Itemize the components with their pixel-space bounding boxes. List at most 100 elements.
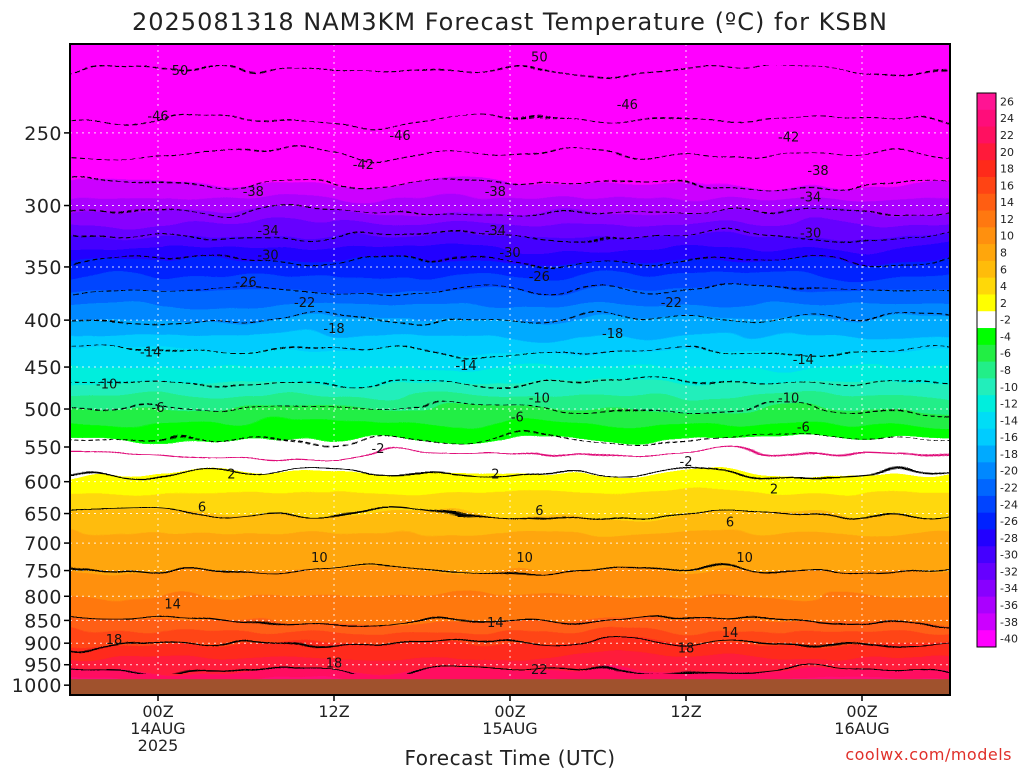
isotherm-label: 6 bbox=[535, 504, 543, 519]
colorbar-label: 10 bbox=[1000, 230, 1014, 243]
colorbar-label: -28 bbox=[1000, 532, 1018, 545]
isotherm-label: -10 bbox=[529, 392, 550, 407]
colorbar-label: -8 bbox=[1000, 364, 1011, 377]
isotherm-label: -18 bbox=[323, 322, 344, 337]
y-tick-label: 950 bbox=[24, 655, 62, 677]
colorbar-label: -12 bbox=[1000, 398, 1018, 411]
colorbar-label: -26 bbox=[1000, 515, 1018, 528]
isotherm--42 bbox=[70, 150, 950, 160]
isotherm-label: -22 bbox=[661, 296, 682, 311]
y-tick-label: 500 bbox=[24, 399, 62, 421]
y-tick-label: 400 bbox=[24, 310, 62, 332]
colorbar-label: 24 bbox=[1000, 112, 1014, 125]
y-tick-label: 800 bbox=[24, 586, 62, 608]
x-tick-label: 00Z bbox=[142, 702, 173, 721]
isotherm-label: 14 bbox=[722, 626, 739, 641]
colorbar-swatch bbox=[977, 160, 996, 178]
colorbar-swatch bbox=[977, 210, 996, 228]
y-tick-label: 1000 bbox=[12, 675, 62, 697]
y-tick-label: 300 bbox=[24, 196, 62, 218]
isotherm-label: -42 bbox=[353, 158, 374, 173]
isotherm-18 bbox=[70, 638, 950, 648]
credit-text: coolwx.com/models bbox=[845, 745, 1012, 764]
isotherm-label: -10 bbox=[778, 392, 799, 407]
colorbar-label: -2 bbox=[1000, 314, 1011, 327]
isotherm-label: 14 bbox=[164, 598, 181, 613]
colorbar-swatch bbox=[977, 143, 996, 161]
isotherm-label: 10 bbox=[516, 551, 533, 566]
colorbar-swatch bbox=[977, 579, 996, 598]
colorbar-swatch bbox=[977, 176, 996, 195]
x-tick-label: 2025 bbox=[138, 736, 179, 755]
colorbar-label: -32 bbox=[1000, 565, 1018, 578]
isotherm-label: -30 bbox=[800, 227, 821, 242]
colorbar-label: -36 bbox=[1000, 599, 1018, 612]
isotherm-6 bbox=[70, 509, 950, 519]
isotherm--26 bbox=[70, 256, 950, 266]
isotherm-label: -6 bbox=[511, 411, 524, 426]
isotherm-label: -14 bbox=[140, 346, 161, 361]
colorbar-swatch bbox=[977, 613, 996, 631]
isotherm-0 bbox=[70, 451, 950, 461]
colorbar-label: 18 bbox=[1000, 163, 1014, 176]
y-tick-label: 850 bbox=[24, 610, 62, 632]
isotherm-label: -46 bbox=[389, 129, 410, 144]
isotherm-label: -46 bbox=[147, 110, 168, 125]
isotherm-label: -38 bbox=[485, 185, 506, 200]
colorbar-swatch bbox=[977, 193, 996, 212]
isotherm-label: -38 bbox=[243, 185, 264, 200]
chart-title: 2025081318 NAM3KM Forecast Temperature (… bbox=[132, 8, 888, 36]
isotherm--2 bbox=[70, 435, 950, 444]
isotherm-label: -26 bbox=[235, 276, 256, 291]
colorbar-swatch bbox=[977, 395, 996, 413]
x-tick-label: 00Z bbox=[846, 702, 877, 721]
x-tick-label: 12Z bbox=[670, 702, 701, 721]
isotherm-label: 2 bbox=[770, 483, 778, 498]
isotherm--14 bbox=[70, 346, 950, 356]
x-axis-label: Forecast Time (UTC) bbox=[404, 746, 615, 768]
colorbar-label: -16 bbox=[1000, 431, 1018, 444]
colorbar-swatch bbox=[977, 428, 996, 447]
colorbar-swatch bbox=[977, 378, 996, 396]
y-tick-label: 900 bbox=[24, 633, 62, 655]
colorbar-swatch bbox=[977, 227, 996, 245]
colorbar-swatch bbox=[977, 495, 996, 514]
colorbar-swatch bbox=[977, 311, 996, 329]
isotherm--18 bbox=[70, 315, 950, 325]
colorbar-swatch bbox=[977, 277, 996, 295]
colorbar-label: -24 bbox=[1000, 498, 1018, 511]
isotherm-label: -2 bbox=[372, 442, 385, 457]
colorbar-label: -18 bbox=[1000, 448, 1018, 461]
colorbar-label: 22 bbox=[1000, 129, 1014, 142]
isotherm-label: 14 bbox=[487, 616, 504, 631]
isotherm-label: 2 bbox=[491, 467, 499, 482]
isotherm-label: -34 bbox=[485, 224, 506, 239]
colorbar-swatch bbox=[977, 512, 996, 530]
colorbar-label: -4 bbox=[1000, 330, 1011, 343]
x-tick-label: 15AUG bbox=[482, 719, 537, 738]
isotherm-label: 10 bbox=[311, 551, 328, 566]
y-tick-label: 700 bbox=[24, 533, 62, 555]
colorbar-label: -40 bbox=[1000, 633, 1018, 646]
colorbar-swatch bbox=[977, 479, 996, 497]
isotherm-label: -6 bbox=[797, 421, 810, 436]
colorbar-label: 4 bbox=[1000, 280, 1007, 293]
x-tick-label: 16AUG bbox=[834, 719, 889, 738]
isotherm-label: -26 bbox=[529, 270, 550, 285]
isotherm-label: -34 bbox=[257, 224, 278, 239]
isotherm-label: -18 bbox=[602, 327, 623, 342]
colorbar-label: -10 bbox=[1000, 381, 1018, 394]
isotherm-2 bbox=[70, 468, 950, 478]
isotherm-label: -22 bbox=[294, 296, 315, 311]
colorbar-label: -14 bbox=[1000, 414, 1018, 427]
x-tick-label: 00Z bbox=[494, 702, 525, 721]
colorbar-label: -38 bbox=[1000, 616, 1018, 629]
colorbar-swatch bbox=[977, 411, 996, 430]
isotherm-label: 50 bbox=[531, 51, 548, 66]
isotherm--10 bbox=[70, 376, 950, 386]
isotherm-10 bbox=[70, 565, 950, 575]
colorbar-label: -20 bbox=[1000, 465, 1018, 478]
isotherm-label: -42 bbox=[778, 131, 799, 146]
colorbar-frame bbox=[976, 92, 997, 648]
